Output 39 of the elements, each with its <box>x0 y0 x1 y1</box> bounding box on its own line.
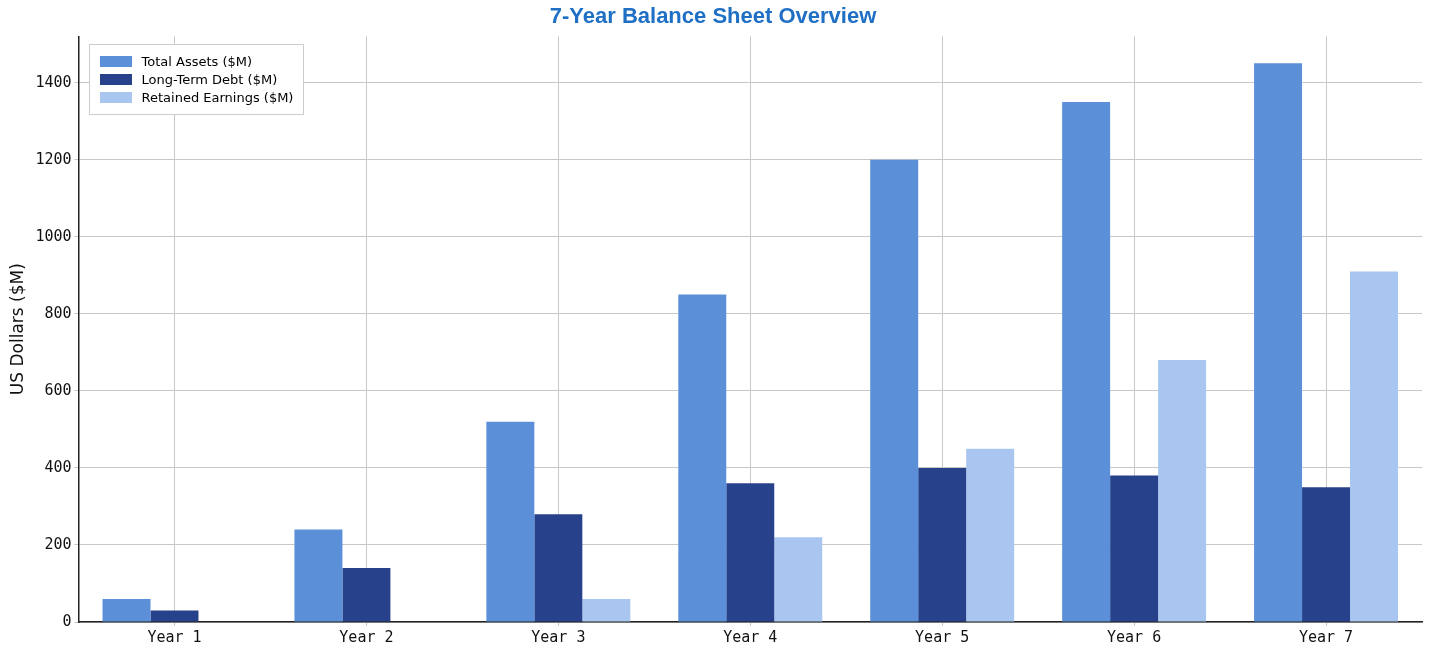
legend-label: Long-Term Debt ($M) <box>141 72 278 88</box>
bar <box>678 294 727 622</box>
x-tick-label: Year 1 <box>147 627 202 646</box>
bar <box>726 483 775 622</box>
bar <box>102 598 151 622</box>
bar <box>294 529 343 622</box>
x-tick-label: Year 6 <box>1107 627 1162 646</box>
bar <box>1062 101 1111 622</box>
bar <box>342 568 391 622</box>
bar <box>582 598 631 622</box>
legend-label: Retained Earnings ($M) <box>141 90 294 106</box>
y-tick-label: 0 <box>62 611 72 630</box>
chart-title: 7-Year Balance Sheet Overview <box>549 3 878 29</box>
bar <box>1110 475 1159 622</box>
y-tick-label: 1200 <box>35 149 72 168</box>
y-tick-label: 1000 <box>35 226 72 245</box>
bar <box>486 421 535 622</box>
bar <box>1158 360 1207 622</box>
y-tick-label: 1400 <box>35 72 72 91</box>
bar <box>534 514 583 622</box>
x-tick-label: Year 2 <box>339 627 394 646</box>
bar <box>774 537 823 622</box>
bar <box>918 467 967 622</box>
bar <box>870 159 919 622</box>
bar <box>1350 271 1399 622</box>
x-tick-label: Year 3 <box>531 627 586 646</box>
bar <box>1302 487 1351 622</box>
x-tick-label: Year 5 <box>915 627 970 646</box>
bar <box>1254 63 1303 622</box>
y-axis-title: US Dollars ($M) <box>6 263 27 396</box>
y-tick-label: 600 <box>44 380 72 399</box>
y-tick-label: 800 <box>44 303 72 322</box>
bar <box>150 610 199 622</box>
x-tick-label: Year 4 <box>723 627 778 646</box>
x-tick-label: Year 7 <box>1298 627 1354 646</box>
y-tick-label: 200 <box>44 534 72 553</box>
bar <box>966 448 1015 622</box>
y-tick-label: 400 <box>44 457 72 476</box>
legend-label: Total Assets ($M) <box>141 54 253 70</box>
